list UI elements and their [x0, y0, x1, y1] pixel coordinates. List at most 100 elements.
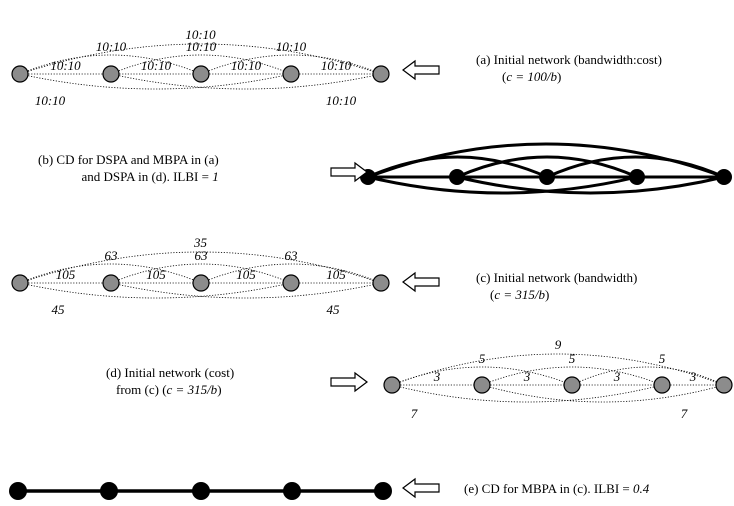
formula-d: c = 315/b: [166, 382, 218, 397]
label-skip-one: 10:10: [96, 39, 127, 54]
edge-skip-one: [110, 263, 292, 284]
arrow-left-icon: [402, 59, 440, 81]
node: [192, 482, 210, 500]
label-skip-two-left: 7: [411, 406, 418, 421]
label-adjacent: 3: [523, 369, 531, 384]
node: [282, 65, 300, 83]
node: [192, 274, 210, 292]
arrow-left-icon: [402, 477, 440, 499]
label-adjacent: 10:10: [321, 58, 352, 73]
caption-d-line2: from (c) (c = 315/b): [116, 382, 222, 397]
network-b: [360, 142, 732, 195]
label-skip-one: 63: [285, 248, 299, 263]
node: [9, 482, 27, 500]
label-adjacent: 10:10: [231, 58, 262, 73]
edge-skip-two: [110, 282, 382, 299]
edge-skip-one: [110, 54, 292, 75]
caption-d-line1: (d) Initial network (cost): [106, 365, 235, 380]
edge-skip-one: [200, 54, 382, 75]
node: [473, 376, 491, 394]
label-skip-one: 63: [195, 248, 209, 263]
edge-skip-one: [481, 366, 663, 386]
label-adjacent: 10:10: [50, 58, 81, 73]
label-adjacent: 105: [326, 267, 346, 282]
caption-a-line2: (c = 100/b): [502, 69, 562, 84]
node: [11, 274, 29, 292]
formula-a: c = 100/b: [506, 69, 557, 84]
label-adjacent: 3: [433, 369, 441, 384]
caption-b: (b) CD for DSPA and MBPA in (a) and DSPA…: [38, 151, 219, 185]
label-skip-one: 5: [659, 351, 666, 366]
edge-skip-two: [367, 175, 638, 195]
edge-skip-one: [19, 263, 202, 284]
formula-c: c = 315/b: [494, 287, 545, 302]
label-span-all: 35: [193, 235, 208, 250]
label-adjacent: 105: [146, 267, 166, 282]
arrow-left-icon: [402, 271, 440, 293]
label-skip-two-right: 7: [681, 406, 688, 421]
caption-c-line1: (c) Initial network (bandwidth): [476, 270, 638, 285]
node: [11, 65, 29, 83]
edge-skip-two: [19, 73, 292, 90]
edge-span-all: [391, 353, 725, 386]
network-d: 3 3 3 35 5 597 7: [383, 337, 733, 421]
caption-b-line1: (b) CD for DSPA and MBPA in (a): [38, 152, 219, 167]
edge-skip-one: [571, 366, 725, 386]
ilbi-value-b: 1: [212, 169, 219, 184]
edge-skip-one: [456, 155, 638, 179]
node: [100, 482, 118, 500]
node: [383, 376, 401, 394]
label-skip-one: 63: [105, 248, 119, 263]
edge-skip-two: [391, 384, 663, 403]
node: [374, 482, 392, 500]
caption-c-line2: (c = 315/b): [490, 287, 550, 302]
label-adjacent: 10:10: [141, 58, 172, 73]
label-span-all: 10:10: [185, 27, 216, 42]
caption-a: (a) Initial network (bandwidth:cost) (c …: [476, 51, 662, 85]
ilbi-value-e: 0.4: [632, 481, 650, 496]
edge-skip-two: [19, 282, 292, 299]
edge-span-all: [367, 142, 725, 179]
node: [372, 65, 390, 83]
label-skip-two-left: 10:10: [35, 93, 66, 108]
node: [102, 65, 120, 83]
label-skip-two-right: 10:10: [326, 93, 357, 108]
label-skip-one: 10:10: [276, 39, 307, 54]
node: [449, 169, 465, 185]
node: [372, 274, 390, 292]
arrow-right-icon: [330, 161, 368, 183]
label-span-all: 9: [555, 337, 562, 352]
label-adjacent: 3: [613, 369, 621, 384]
label-skip-one: 5: [569, 351, 576, 366]
node: [715, 376, 733, 394]
caption-e: (e) CD for MBPA in (c). ILBI = 0.4: [464, 481, 650, 496]
label-skip-two-right: 45: [327, 302, 341, 317]
label-skip-one: 5: [479, 351, 486, 366]
node: [102, 274, 120, 292]
node: [716, 169, 732, 185]
node: [653, 376, 671, 394]
label-adjacent: 3: [689, 369, 697, 384]
edge-skip-two: [456, 175, 725, 195]
node: [563, 376, 581, 394]
node: [539, 169, 555, 185]
edge-skip-one: [19, 54, 202, 75]
network-e: [9, 482, 392, 500]
edge-skip-two: [481, 384, 725, 403]
node: [192, 65, 210, 83]
caption-b-line2: and DSPA in (d). ILBI = 1: [81, 169, 219, 184]
node: [629, 169, 645, 185]
edge-skip-two: [110, 73, 382, 90]
label-skip-two-left: 45: [52, 302, 66, 317]
label-adjacent: 105: [236, 267, 256, 282]
edge-span-all: [19, 43, 382, 75]
caption-d: (d) Initial network (cost) from (c) (c =…: [106, 364, 234, 398]
edge-skip-one: [200, 263, 382, 284]
arrow-right-icon: [330, 371, 368, 393]
node: [282, 274, 300, 292]
caption-c: (c) Initial network (bandwidth) (c = 315…: [476, 269, 637, 303]
label-skip-one: 10:10: [186, 39, 217, 54]
